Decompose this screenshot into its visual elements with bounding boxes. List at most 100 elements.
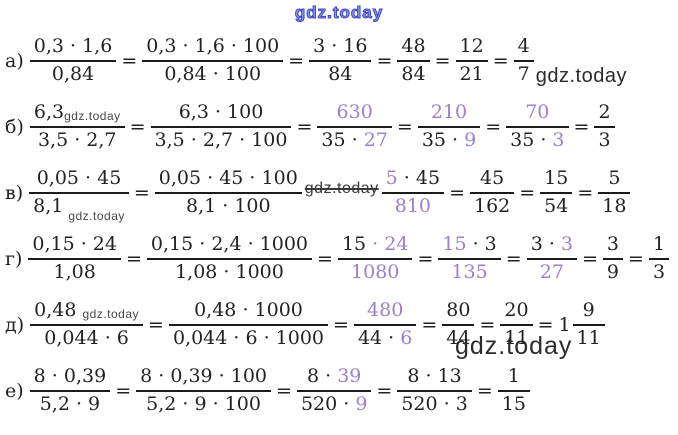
equals-sign: = xyxy=(417,248,434,270)
math-segment: 44 · xyxy=(357,327,401,349)
math-segment: 6,3 · 100 xyxy=(178,101,264,124)
fraction: 8 · 39 520 · 9 xyxy=(296,365,372,416)
math-segment: 0,48 xyxy=(34,299,83,322)
equals-sign: = xyxy=(421,314,438,336)
numerator: 8 · 13 xyxy=(403,365,465,388)
numerator: 48 xyxy=(397,35,429,58)
denominator: 1080 xyxy=(347,261,403,284)
numerator: 0,48 · 1000 xyxy=(190,299,307,322)
math-segment: 0,48 · 1000 xyxy=(194,299,303,322)
math-segment: 0,3 · 1,6 · 100 xyxy=(146,35,280,58)
math-segment: 3 xyxy=(560,233,573,256)
math-segment: 11 xyxy=(576,327,601,349)
fraction: 0,48 gdz.today 0,044 · 6 xyxy=(30,299,144,350)
denominator: 8,1 gdz.today xyxy=(29,195,129,223)
math-segment: 12 xyxy=(459,35,484,58)
math-segment: 1080 xyxy=(351,261,400,283)
fraction-bar xyxy=(455,60,488,62)
equals-sign: = xyxy=(582,248,598,270)
denominator: 9 xyxy=(603,261,623,284)
math-segment: 20 xyxy=(504,299,529,322)
math-segment: 15 xyxy=(544,167,569,190)
fraction: 6,3gdz.today 3,5 · 2,7 xyxy=(29,101,125,152)
math-segment: 0,15 · 2,4 · 1000 xyxy=(150,233,309,256)
fraction-bar xyxy=(28,258,121,260)
math-segment: 15 xyxy=(341,233,373,256)
math-segment: 27 xyxy=(363,129,388,151)
math-segment: 0,05 · 45 · 100 xyxy=(158,167,298,190)
denominator: 8,1 · 100 xyxy=(182,195,275,218)
math-segment: 9 xyxy=(464,129,477,151)
math-segment: 54 xyxy=(544,195,569,217)
math-segment: 135 xyxy=(451,261,488,283)
math-segment: 8 · xyxy=(306,365,338,388)
numerator: 0,15 · 24 xyxy=(28,233,121,256)
math-segment: 80 xyxy=(446,299,471,322)
numerator: 15 xyxy=(540,167,572,190)
fraction: 15 54 xyxy=(540,167,573,218)
math-segment: 5 xyxy=(608,167,621,190)
fraction-bar xyxy=(598,192,631,194)
line-label: а) xyxy=(5,50,24,72)
watermark: gdz.today xyxy=(455,332,573,360)
numerator: 70 xyxy=(521,101,553,124)
fraction-bar xyxy=(540,192,573,194)
numerator: 3 xyxy=(603,233,623,256)
math-segment: 0,05 · 45 xyxy=(36,167,122,190)
equals-sign: = xyxy=(376,380,393,402)
denominator: 162 xyxy=(470,195,514,218)
denominator: 135 xyxy=(447,261,491,284)
numerator: 3 · 3 xyxy=(527,233,577,256)
numerator: 5 xyxy=(604,167,624,190)
line-label: б) xyxy=(5,116,24,138)
math-segment: 1,08 · 1000 xyxy=(175,261,284,283)
equals-sign: = xyxy=(505,248,522,270)
line-label: в) xyxy=(5,182,24,204)
numerator: 8 · 0,39 · 100 xyxy=(136,365,271,388)
fraction-bar xyxy=(506,126,569,128)
fraction-bar xyxy=(648,258,670,260)
numerator: 210 xyxy=(427,101,471,124)
math-segment: 8,1 · 100 xyxy=(185,195,271,217)
fraction-bar xyxy=(497,390,530,392)
math-segment: 7 xyxy=(517,63,530,85)
numerator: 0,05 · 45 · 100 xyxy=(155,167,302,190)
math-segment: 0,84 xyxy=(51,63,95,85)
math-segment: 520 · 3 xyxy=(401,393,468,415)
fraction: 8 · 13 520 · 3 xyxy=(397,365,472,416)
math-segment: 3 · 16 xyxy=(313,35,368,58)
math-segment: 3,5 · 2,7 xyxy=(37,129,117,151)
equals-sign: = xyxy=(573,116,590,138)
math-segment: 11 xyxy=(504,327,529,349)
fraction: 0,15 · 24 1,08 xyxy=(28,233,121,284)
equals-sign: = xyxy=(492,50,509,72)
denominator: 3,5 · 2,7 xyxy=(34,129,121,152)
equals-sign: = xyxy=(485,116,502,138)
math-segment: 810 xyxy=(394,195,431,217)
fraction: 0,3 · 1,6 · 100 0,84 · 100 xyxy=(142,35,284,86)
equals-sign: = xyxy=(148,314,164,336)
numerator: 80 xyxy=(442,299,474,322)
equals-sign: = xyxy=(396,116,413,138)
fraction: 1 15 xyxy=(497,365,530,416)
numerator: 8 · 0,39 xyxy=(30,365,111,388)
numerator: 0,15 · 2,4 · 1000 xyxy=(147,233,312,256)
math-segment: 84 xyxy=(328,63,353,85)
math-segment: · 24 xyxy=(372,233,409,256)
math-segment: 0,044 · 6 xyxy=(44,327,129,349)
numerator: 0,3 · 1,6 · 100 xyxy=(142,35,283,58)
equals-sign: = xyxy=(288,50,305,72)
math-segment: 15 xyxy=(442,233,467,256)
equation-row: е) 8 · 0,39 5,2 · 9 = 8 · 0,39 · 100 5,2 · 9 … xyxy=(0,358,678,424)
numerator: 12 xyxy=(456,35,488,58)
denominator: 44 xyxy=(442,327,474,350)
math-segment: 5 xyxy=(385,167,398,190)
fraction-bar xyxy=(29,192,129,194)
math-segment: 8 · 0,39 · 100 xyxy=(140,365,268,388)
fraction: 6,3 · 100 3,5 · 2,7 · 100 xyxy=(150,101,292,152)
math-segment: · 45 xyxy=(397,167,441,190)
math-segment: 480 xyxy=(367,299,404,322)
fraction: 0,15 · 2,4 · 1000 1,08 · 1000 xyxy=(146,233,313,284)
fraction-bar xyxy=(136,390,272,392)
